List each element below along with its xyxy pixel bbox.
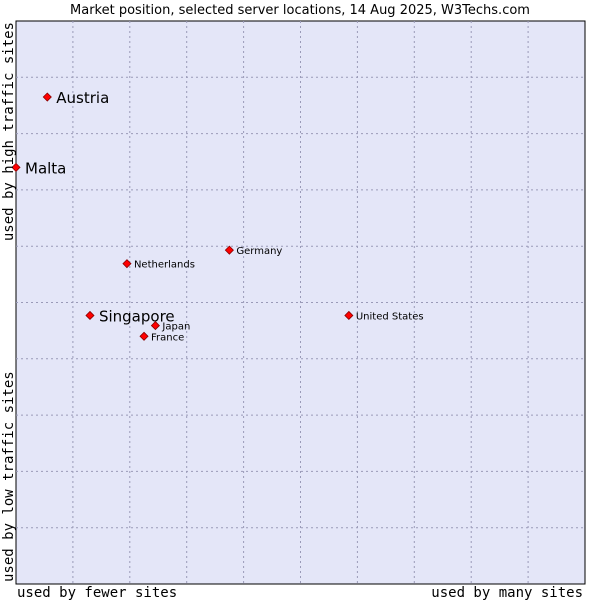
chart-title: Market position, selected server locatio… [70,3,530,18]
point-marker [122,259,132,269]
point-label: Netherlands [134,260,195,271]
point-label: Singapore [99,307,175,325]
y-axis-label-high: used by high traffic sites [1,22,17,241]
point-marker [139,331,149,341]
x-axis-label-low: used by fewer sites [17,585,177,600]
point-netherlands: Netherlands [122,259,195,271]
point-label: Japan [161,322,190,333]
point-germany: Germany [224,245,282,257]
y-axis-label-low: used by low traffic sites [1,371,17,582]
point-austria: Austria [42,89,109,107]
grid-lines [16,21,585,584]
point-france: France [139,331,184,343]
point-marker [42,92,52,102]
point-united-states: United States [344,310,424,322]
point-marker [150,321,160,331]
data-points: Austria Malta Germany Netherlands Singapore U… [11,89,424,343]
point-label: Germany [236,246,282,257]
point-label: France [151,332,184,343]
x-axis-label-high: used by many sites [431,585,583,600]
point-malta: Malta [11,159,66,177]
point-marker [11,162,21,172]
point-marker [85,310,95,321]
point-marker [224,245,234,255]
point-marker [344,310,354,321]
point-label: United States [356,311,424,322]
point-label: Austria [56,89,109,107]
point-singapore: Singapore [85,307,175,325]
point-label: Malta [25,159,66,177]
point-japan: Japan [150,321,190,333]
